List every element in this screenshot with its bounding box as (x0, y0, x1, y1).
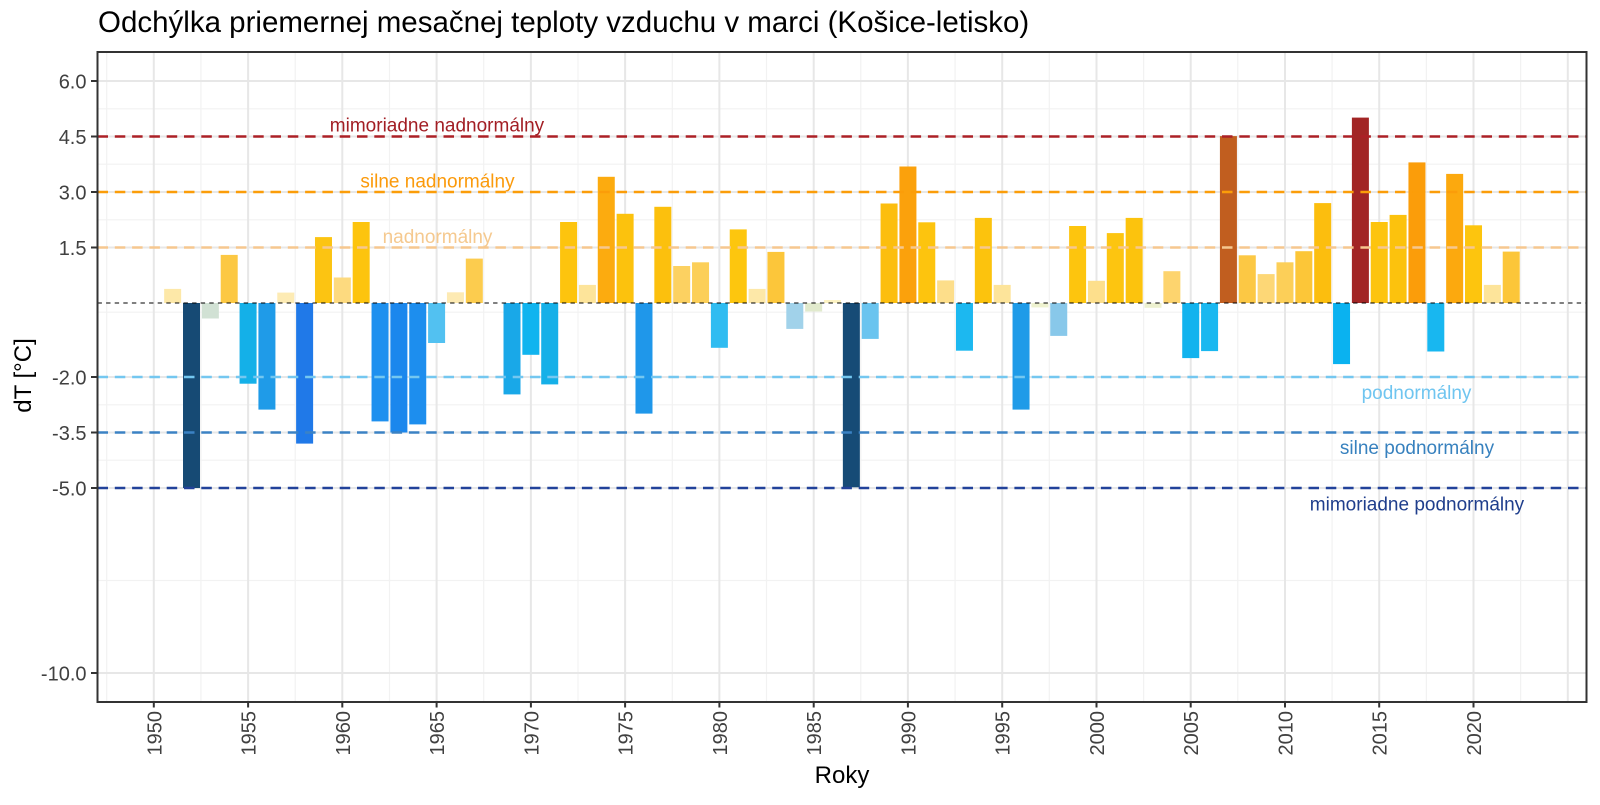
svg-text:mimoriadne nadnormálny: mimoriadne nadnormálny (330, 116, 545, 137)
svg-text:1980: 1980 (710, 711, 732, 756)
svg-text:6.0: 6.0 (59, 72, 87, 94)
svg-text:2010: 2010 (1276, 711, 1298, 756)
svg-text:podnormálny: podnormálny (1362, 383, 1472, 404)
svg-text:1955: 1955 (239, 711, 261, 756)
svg-text:2015: 2015 (1370, 711, 1392, 756)
svg-text:2020: 2020 (1464, 711, 1486, 756)
svg-text:1970: 1970 (521, 711, 543, 756)
svg-text:2005: 2005 (1181, 711, 1203, 756)
svg-text:Odchýlka priemernej mesačnej t: Odchýlka priemernej mesačnej teploty vzd… (98, 6, 1029, 39)
svg-text:1965: 1965 (427, 711, 449, 756)
svg-text:1985: 1985 (804, 711, 826, 756)
svg-text:-5.0: -5.0 (52, 479, 86, 501)
svg-text:mimoriadne podnormálny: mimoriadne podnormálny (1310, 495, 1525, 516)
svg-text:nadnormálny: nadnormálny (383, 227, 493, 248)
svg-text:silne podnormálny: silne podnormálny (1340, 438, 1495, 459)
svg-text:4.5: 4.5 (59, 127, 87, 149)
svg-text:1.5: 1.5 (59, 238, 87, 260)
svg-text:-2.0: -2.0 (52, 368, 86, 390)
svg-text:2000: 2000 (1087, 711, 1109, 756)
svg-text:-10.0: -10.0 (41, 664, 87, 686)
svg-text:silne nadnormálny: silne nadnormálny (360, 172, 515, 193)
svg-text:-3.5: -3.5 (52, 423, 86, 445)
svg-text:1950: 1950 (144, 711, 166, 756)
svg-text:3.0: 3.0 (59, 183, 87, 205)
svg-text:1995: 1995 (993, 711, 1015, 756)
svg-text:1975: 1975 (616, 711, 638, 756)
svg-text:1960: 1960 (333, 711, 355, 756)
svg-text:Roky: Roky (815, 762, 870, 789)
svg-text:1990: 1990 (898, 711, 920, 756)
svg-text:dT [°C]: dT [°C] (10, 338, 37, 413)
